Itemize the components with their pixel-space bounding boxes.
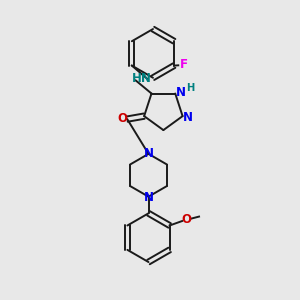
Text: O: O <box>182 213 192 226</box>
Text: N: N <box>183 111 193 124</box>
Text: N: N <box>143 147 154 160</box>
Text: F: F <box>180 58 188 71</box>
Text: N: N <box>176 85 186 98</box>
Text: HN: HN <box>132 73 152 85</box>
Text: N: N <box>143 191 154 204</box>
Text: H: H <box>186 83 194 93</box>
Text: O: O <box>118 112 128 125</box>
